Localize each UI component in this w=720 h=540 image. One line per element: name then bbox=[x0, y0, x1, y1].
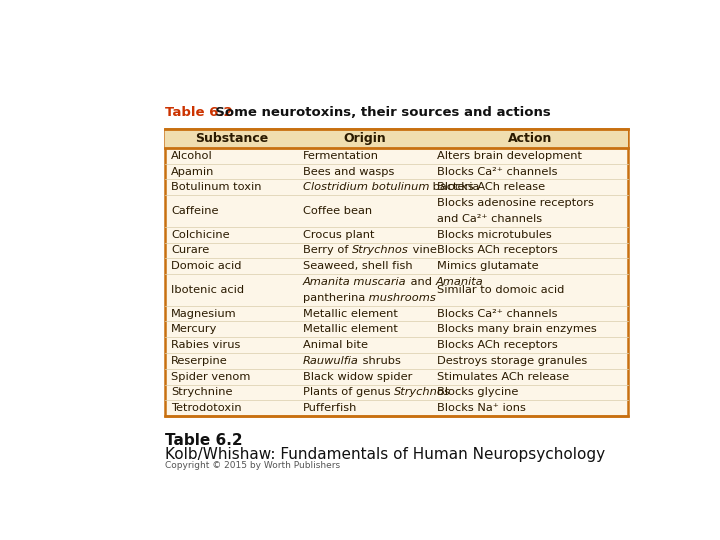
Text: Kolb/Whishaw: Fundamentals of Human Neuropsychology: Kolb/Whishaw: Fundamentals of Human Neur… bbox=[166, 447, 606, 462]
Text: Mimics glutamate: Mimics glutamate bbox=[437, 261, 539, 271]
Text: Botulinum toxin: Botulinum toxin bbox=[171, 183, 261, 192]
Text: pantherina: pantherina bbox=[303, 293, 365, 303]
Text: Substance: Substance bbox=[194, 132, 268, 145]
Text: Blocks microtubules: Blocks microtubules bbox=[437, 230, 552, 240]
Text: Blocks ACh release: Blocks ACh release bbox=[437, 183, 545, 192]
Text: Origin: Origin bbox=[343, 132, 386, 145]
Text: Apamin: Apamin bbox=[171, 166, 215, 177]
Text: Seaweed, shell fish: Seaweed, shell fish bbox=[303, 261, 413, 271]
Text: Alcohol: Alcohol bbox=[171, 151, 212, 161]
Text: and: and bbox=[407, 277, 435, 287]
Text: Amanita: Amanita bbox=[435, 277, 483, 287]
Text: Blocks ACh receptors: Blocks ACh receptors bbox=[437, 340, 558, 350]
Text: Rauwulfia: Rauwulfia bbox=[303, 356, 359, 366]
Text: Tetrodotoxin: Tetrodotoxin bbox=[171, 403, 241, 413]
Text: Pufferfish: Pufferfish bbox=[303, 403, 357, 413]
Text: Plants of genus: Plants of genus bbox=[303, 388, 394, 397]
Text: Blocks ACh receptors: Blocks ACh receptors bbox=[437, 246, 558, 255]
Text: bacteria: bacteria bbox=[429, 183, 480, 192]
Text: Blocks adenosine receptors: Blocks adenosine receptors bbox=[437, 198, 594, 208]
Bar bbox=[166, 129, 629, 148]
Text: Alters brain development: Alters brain development bbox=[437, 151, 582, 161]
Text: vine: vine bbox=[409, 246, 436, 255]
Text: Destroys storage granules: Destroys storage granules bbox=[437, 356, 588, 366]
Text: Magnesium: Magnesium bbox=[171, 308, 237, 319]
Text: Berry of: Berry of bbox=[303, 246, 352, 255]
Text: Table 6.2: Table 6.2 bbox=[166, 106, 233, 119]
Text: Similar to domoic acid: Similar to domoic acid bbox=[437, 285, 564, 295]
Text: Bees and wasps: Bees and wasps bbox=[303, 166, 395, 177]
Text: Rabies virus: Rabies virus bbox=[171, 340, 240, 350]
Text: Strychnos: Strychnos bbox=[352, 246, 409, 255]
Text: Spider venom: Spider venom bbox=[171, 372, 251, 382]
Text: and Ca²⁺ channels: and Ca²⁺ channels bbox=[437, 214, 542, 224]
Text: Clostridium botulinum: Clostridium botulinum bbox=[303, 183, 429, 192]
Text: Animal bite: Animal bite bbox=[303, 340, 368, 350]
Text: Blocks many brain enzymes: Blocks many brain enzymes bbox=[437, 325, 597, 334]
Text: Blocks glycine: Blocks glycine bbox=[437, 388, 518, 397]
Text: Strychnos: Strychnos bbox=[394, 388, 451, 397]
Text: Fermentation: Fermentation bbox=[303, 151, 379, 161]
Text: Amanita muscaria: Amanita muscaria bbox=[303, 277, 407, 287]
Text: Stimulates ACh release: Stimulates ACh release bbox=[437, 372, 570, 382]
Text: Metallic element: Metallic element bbox=[303, 325, 397, 334]
Text: Blocks Ca²⁺ channels: Blocks Ca²⁺ channels bbox=[437, 308, 558, 319]
Text: Reserpine: Reserpine bbox=[171, 356, 228, 366]
Text: Copyright © 2015 by Worth Publishers: Copyright © 2015 by Worth Publishers bbox=[166, 461, 341, 470]
Text: Domoic acid: Domoic acid bbox=[171, 261, 241, 271]
Text: Table 6.2: Table 6.2 bbox=[166, 433, 243, 448]
Text: Mercury: Mercury bbox=[171, 325, 217, 334]
Text: Coffee bean: Coffee bean bbox=[303, 206, 372, 216]
Text: Curare: Curare bbox=[171, 246, 210, 255]
Text: Crocus plant: Crocus plant bbox=[303, 230, 374, 240]
Text: Black widow spider: Black widow spider bbox=[303, 372, 413, 382]
Text: mushrooms: mushrooms bbox=[365, 293, 436, 303]
Text: Metallic element: Metallic element bbox=[303, 308, 397, 319]
Text: Ibotenic acid: Ibotenic acid bbox=[171, 285, 244, 295]
Text: shrubs: shrubs bbox=[359, 356, 400, 366]
Bar bbox=[166, 129, 629, 416]
Text: Colchicine: Colchicine bbox=[171, 230, 230, 240]
Text: Caffeine: Caffeine bbox=[171, 206, 218, 216]
Text: Blocks Na⁺ ions: Blocks Na⁺ ions bbox=[437, 403, 526, 413]
Text: Some neurotoxins, their sources and actions: Some neurotoxins, their sources and acti… bbox=[205, 106, 550, 119]
Text: Strychnine: Strychnine bbox=[171, 388, 233, 397]
Text: Action: Action bbox=[508, 132, 552, 145]
Text: Blocks Ca²⁺ channels: Blocks Ca²⁺ channels bbox=[437, 166, 558, 177]
